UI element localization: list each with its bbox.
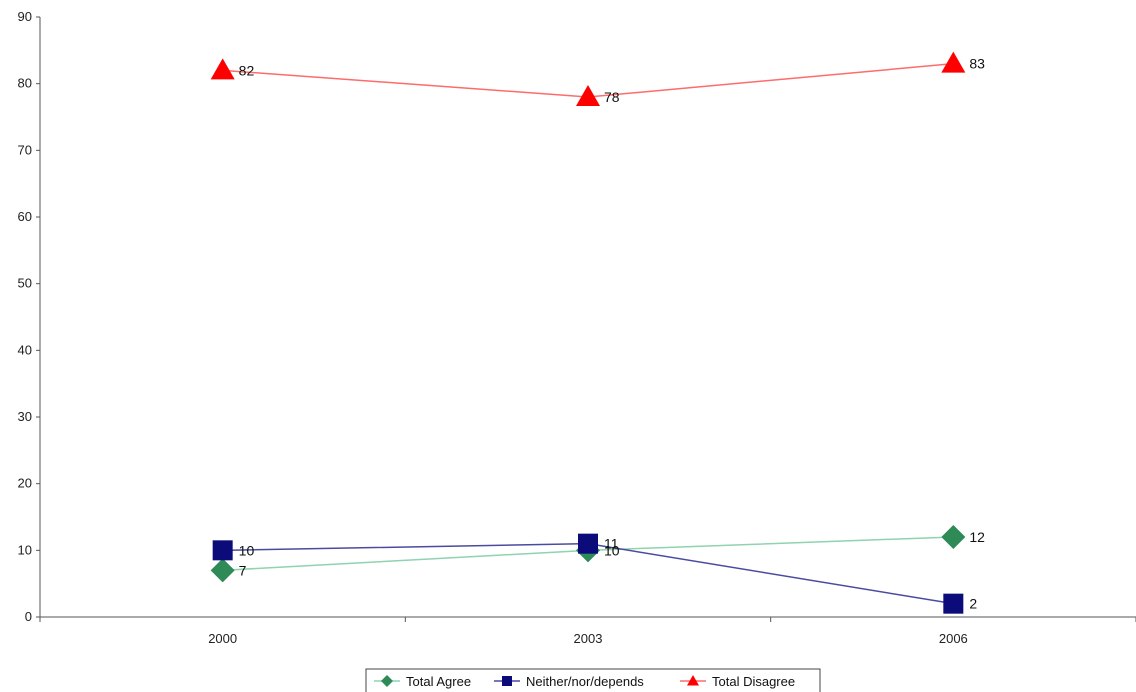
- x-tick-label: 2003: [574, 631, 603, 646]
- legend-marker: [502, 676, 512, 686]
- y-tick-label: 60: [18, 209, 32, 224]
- data-point: [210, 58, 235, 80]
- x-tick-label: 2000: [208, 631, 237, 646]
- legend-marker: [381, 675, 393, 687]
- legend-entry: Total Disagree: [712, 674, 795, 689]
- data-label: 83: [969, 56, 985, 72]
- y-tick-label: 0: [25, 609, 32, 624]
- data-point: [941, 525, 966, 549]
- y-tick-label: 80: [18, 76, 32, 91]
- data-label: 82: [239, 62, 255, 78]
- legend: Total Agree Neither/nor/depends Total Disa…: [365, 668, 821, 692]
- data-label: 12: [969, 529, 985, 545]
- data-label: 2: [969, 596, 977, 612]
- data-point: [578, 533, 598, 554]
- data-point: [943, 593, 964, 614]
- data-label: 7: [239, 562, 247, 578]
- data-label: 11: [604, 536, 619, 552]
- y-tick-label: 30: [18, 409, 32, 424]
- legend-box: [365, 668, 821, 692]
- data-point: [941, 51, 966, 73]
- data-point: [210, 558, 235, 583]
- y-tick-label: 10: [18, 542, 32, 557]
- legend-marker: [687, 675, 699, 686]
- y-tick-label: 40: [18, 342, 32, 357]
- y-tick-label: 50: [18, 276, 32, 291]
- y-tick-label: 20: [18, 476, 32, 491]
- legend-entry: Neither/nor/depends: [526, 674, 644, 689]
- data-point: [576, 85, 600, 106]
- series-markers: [210, 51, 966, 614]
- data-label: 10: [604, 542, 620, 558]
- axes: 0 10 20 30 40 50 60 70 80 90 2000 2003 2006: [18, 9, 1136, 646]
- y-tick-label: 70: [18, 142, 32, 157]
- data-label: 10: [239, 542, 255, 558]
- series-lines: [222, 62, 954, 605]
- x-tick-label: 2006: [939, 631, 968, 646]
- data-point: [212, 540, 233, 561]
- y-tick-label: 90: [18, 9, 32, 24]
- legend-entry: Total Agree: [406, 674, 471, 689]
- data-label: 78: [604, 89, 620, 105]
